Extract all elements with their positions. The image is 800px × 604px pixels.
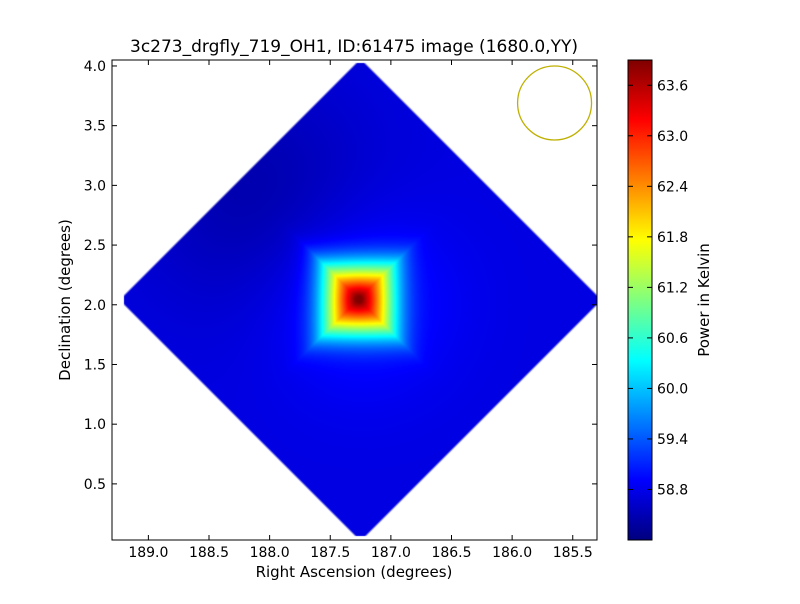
x-axis-label: Right Ascension (degrees) <box>256 563 453 581</box>
heatmap-image <box>112 60 597 540</box>
beam-circle <box>516 65 593 141</box>
colorbar-tick-label: 61.8 <box>657 230 688 246</box>
colorbar-tick-label: 60.6 <box>657 331 688 347</box>
x-tick-label: 185.5 <box>553 545 593 561</box>
x-tick-label: 188.0 <box>250 545 290 561</box>
colorbar-tick-label: 63.6 <box>657 78 688 94</box>
colorbar-tick-label: 59.4 <box>657 432 688 448</box>
colorbar-tick-label: 58.8 <box>657 482 688 498</box>
x-tick-label: 188.5 <box>189 545 229 561</box>
y-tick-label: 2.5 <box>84 238 106 254</box>
x-tick-label: 189.0 <box>128 545 168 561</box>
y-tick-label: 2.0 <box>84 298 106 314</box>
x-tick-label: 187.0 <box>371 545 411 561</box>
colorbar-tick-label: 61.2 <box>657 280 688 296</box>
y-tick-label: 3.5 <box>84 119 106 135</box>
colorbar-tick-label: 62.4 <box>657 179 688 195</box>
y-tick-label: 4.0 <box>84 59 106 75</box>
chart-title: 3c273_drgfly_719_OH1, ID:61475 image (16… <box>130 37 578 57</box>
x-tick-label: 186.5 <box>431 545 471 561</box>
x-tick-label: 187.5 <box>310 545 350 561</box>
colorbar-ticks: 58.8 59.4 60.0 60.6 61.2 61.8 62.4 63.0 63.6 <box>628 78 688 498</box>
y-tick-label: 3.0 <box>84 178 106 194</box>
plot-area-frame <box>111 59 598 541</box>
x-axis-ticks: 189.0 188.5 188.0 187.5 187.0 186.5 186.0 185.5 <box>128 60 593 561</box>
y-tick-label: 0.5 <box>84 477 106 493</box>
colorbar <box>627 59 653 541</box>
y-tick-label: 1.5 <box>84 357 106 373</box>
x-tick-label: 186.0 <box>492 545 532 561</box>
colorbar-tick-label: 60.0 <box>657 381 688 397</box>
y-axis-ticks: 0.5 1.0 1.5 2.0 2.5 3.0 3.5 4.0 <box>84 59 597 493</box>
y-tick-label: 1.0 <box>84 417 106 433</box>
y-axis-label: Declination (degrees) <box>56 219 74 381</box>
colorbar-tick-label: 63.0 <box>657 129 688 145</box>
colorbar-label: Power in Kelvin <box>695 243 713 357</box>
